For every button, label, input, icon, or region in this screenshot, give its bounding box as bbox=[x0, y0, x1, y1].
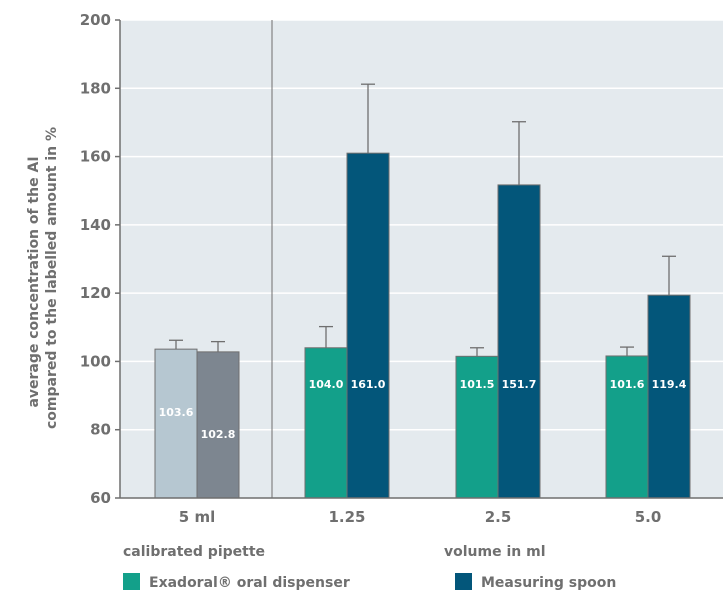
bar-2-0 bbox=[455, 355, 499, 499]
x-category-label-1: 1.25 bbox=[328, 508, 365, 526]
legend-label-exadoral: Exadoral® oral dispenser bbox=[149, 575, 350, 591]
y-tick-label-180: 180 bbox=[80, 79, 111, 97]
bar-value-label-0-0: 103.6 bbox=[159, 406, 194, 419]
y-tick-label-120: 120 bbox=[80, 284, 111, 302]
axes: 60 80 100 120 140 160 180 200 bbox=[80, 11, 723, 507]
bar-0-0 bbox=[154, 348, 198, 499]
bar-value-label-1-1: 161.0 bbox=[351, 378, 386, 391]
y-tick-label-80: 80 bbox=[90, 421, 111, 439]
legend: Exadoral® oral dispenser Measuring spoon bbox=[123, 573, 616, 591]
bar-value-label-3-1: 119.4 bbox=[652, 378, 687, 391]
y-tick-label-160: 160 bbox=[80, 148, 111, 166]
legend-swatch-measuring-spoon bbox=[455, 573, 472, 590]
y-tick-label-60: 60 bbox=[90, 489, 111, 507]
bar-value-label-1-0: 104.0 bbox=[309, 378, 344, 391]
y-axis-title: average concentration of the AI compared… bbox=[26, 127, 60, 429]
group-title-calibrated-pipette: calibrated pipette bbox=[123, 544, 265, 560]
x-category-label-2: 2.5 bbox=[485, 508, 512, 526]
bars: 103.6 102.8 5 ml 104.0 161.0 1.25 101.5 151.7 2.… bbox=[154, 83, 691, 526]
x-category-label-0: 5 ml bbox=[179, 508, 215, 526]
y-tick-label-200: 200 bbox=[80, 11, 111, 29]
y-axis-title-line-1: average concentration of the AI bbox=[26, 156, 42, 407]
bar-0-1 bbox=[196, 351, 240, 499]
bar-value-label-2-1: 151.7 bbox=[502, 378, 537, 391]
y-tick-label-140: 140 bbox=[80, 216, 111, 234]
bar-value-label-0-1: 102.8 bbox=[201, 428, 236, 441]
legend-swatch-exadoral bbox=[123, 573, 140, 590]
y-axis-title-line-2: compared to the labelled amount in % bbox=[44, 127, 60, 429]
legend-label-measuring-spoon: Measuring spoon bbox=[481, 575, 616, 591]
bar-1-1 bbox=[346, 152, 390, 499]
bar-1-0 bbox=[304, 347, 348, 499]
bar-3-1 bbox=[647, 294, 691, 499]
bar-2-1 bbox=[497, 184, 541, 499]
x-category-label-3: 5.0 bbox=[635, 508, 662, 526]
bar-value-label-2-0: 101.5 bbox=[460, 378, 495, 391]
bar-value-label-3-0: 101.6 bbox=[610, 378, 645, 391]
y-tick-label-100: 100 bbox=[80, 352, 111, 370]
group-title-volume: volume in ml bbox=[444, 544, 546, 560]
